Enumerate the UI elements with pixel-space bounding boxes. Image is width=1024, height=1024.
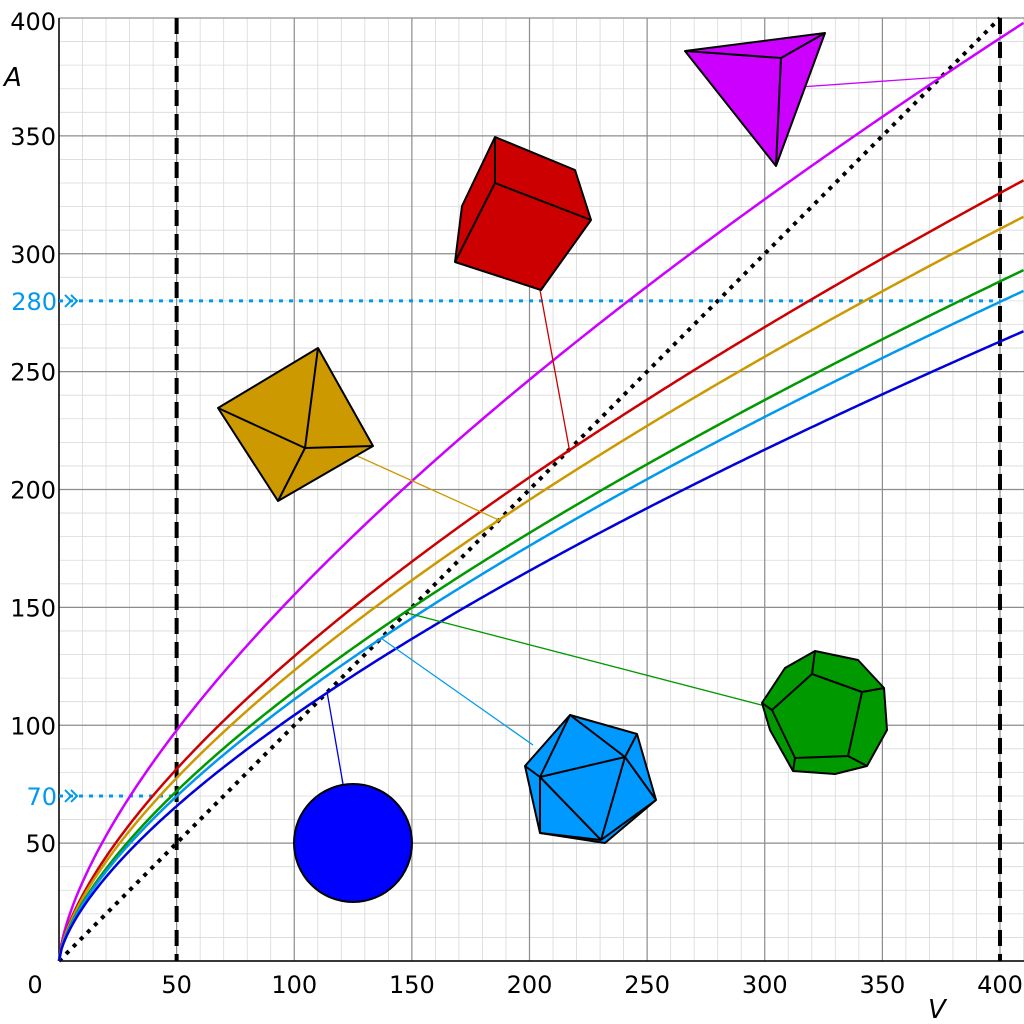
- x-tick-label: 350: [859, 971, 905, 999]
- icosahedron-leader-line: [380, 637, 534, 746]
- cube-curve: [57, 179, 1024, 962]
- y-tick-label: 350: [10, 123, 56, 151]
- sphere-leader-line: [326, 692, 344, 785]
- reference-labels: 280 70: [11, 288, 57, 811]
- octahedron-icon: [217, 347, 374, 502]
- x-tick-label: 250: [624, 971, 670, 999]
- x-tick-label: 150: [389, 971, 435, 999]
- y-tick-labels: 50 100 150 200 250 300 350 400: [10, 8, 56, 858]
- series-curves: [57, 21, 1024, 962]
- y-tick-label: 150: [10, 594, 56, 622]
- reference-lines: [57, 16, 1002, 963]
- cube-leader-line: [539, 289, 571, 451]
- x-tick-label: 100: [271, 971, 317, 999]
- leader-lines: [326, 76, 942, 785]
- y-tick-label: 300: [10, 241, 56, 269]
- diagonal-reference-line: [57, 16, 1002, 963]
- reference-arrow-icon: [64, 294, 79, 308]
- tetrahedron-icon: [684, 32, 826, 167]
- octahedron-leader-line: [354, 454, 500, 521]
- x-tick-label: 300: [742, 971, 788, 999]
- y-tick-label: 100: [10, 712, 56, 740]
- y-tick-label: 50: [25, 830, 56, 858]
- dodecahedron-curve: [57, 268, 1024, 962]
- reference-arrow-icon: [64, 789, 79, 803]
- dodecahedron-leader-line: [404, 611, 766, 707]
- tetrahedron-curve: [57, 21, 1024, 962]
- octahedron-curve: [57, 215, 1024, 962]
- sphere-curve: [57, 330, 1024, 962]
- dodecahedron-icon: [761, 650, 888, 775]
- sphere-icon: [293, 783, 413, 903]
- x-tick-label: 400: [977, 971, 1023, 999]
- y-tick-label: 250: [10, 359, 56, 387]
- y-axis-label: A: [2, 63, 22, 93]
- x-tick-labels: 0 50 100 150 200 250 300 350 400: [27, 971, 1023, 999]
- icosahedron-curve: [57, 289, 1024, 962]
- reference-value-label: 280: [11, 288, 57, 316]
- x-axis-label: V: [928, 995, 948, 1024]
- icosahedron-icon: [524, 714, 657, 844]
- reference-value-label: 70: [26, 783, 57, 811]
- x-tick-label: 50: [161, 971, 192, 999]
- tetrahedron-leader-line: [799, 76, 942, 88]
- y-tick-label: 200: [10, 477, 56, 505]
- x-tick-label: 0: [27, 971, 42, 999]
- x-tick-label: 200: [507, 971, 553, 999]
- y-tick-label: 400: [10, 8, 56, 36]
- cube-icon: [454, 136, 592, 291]
